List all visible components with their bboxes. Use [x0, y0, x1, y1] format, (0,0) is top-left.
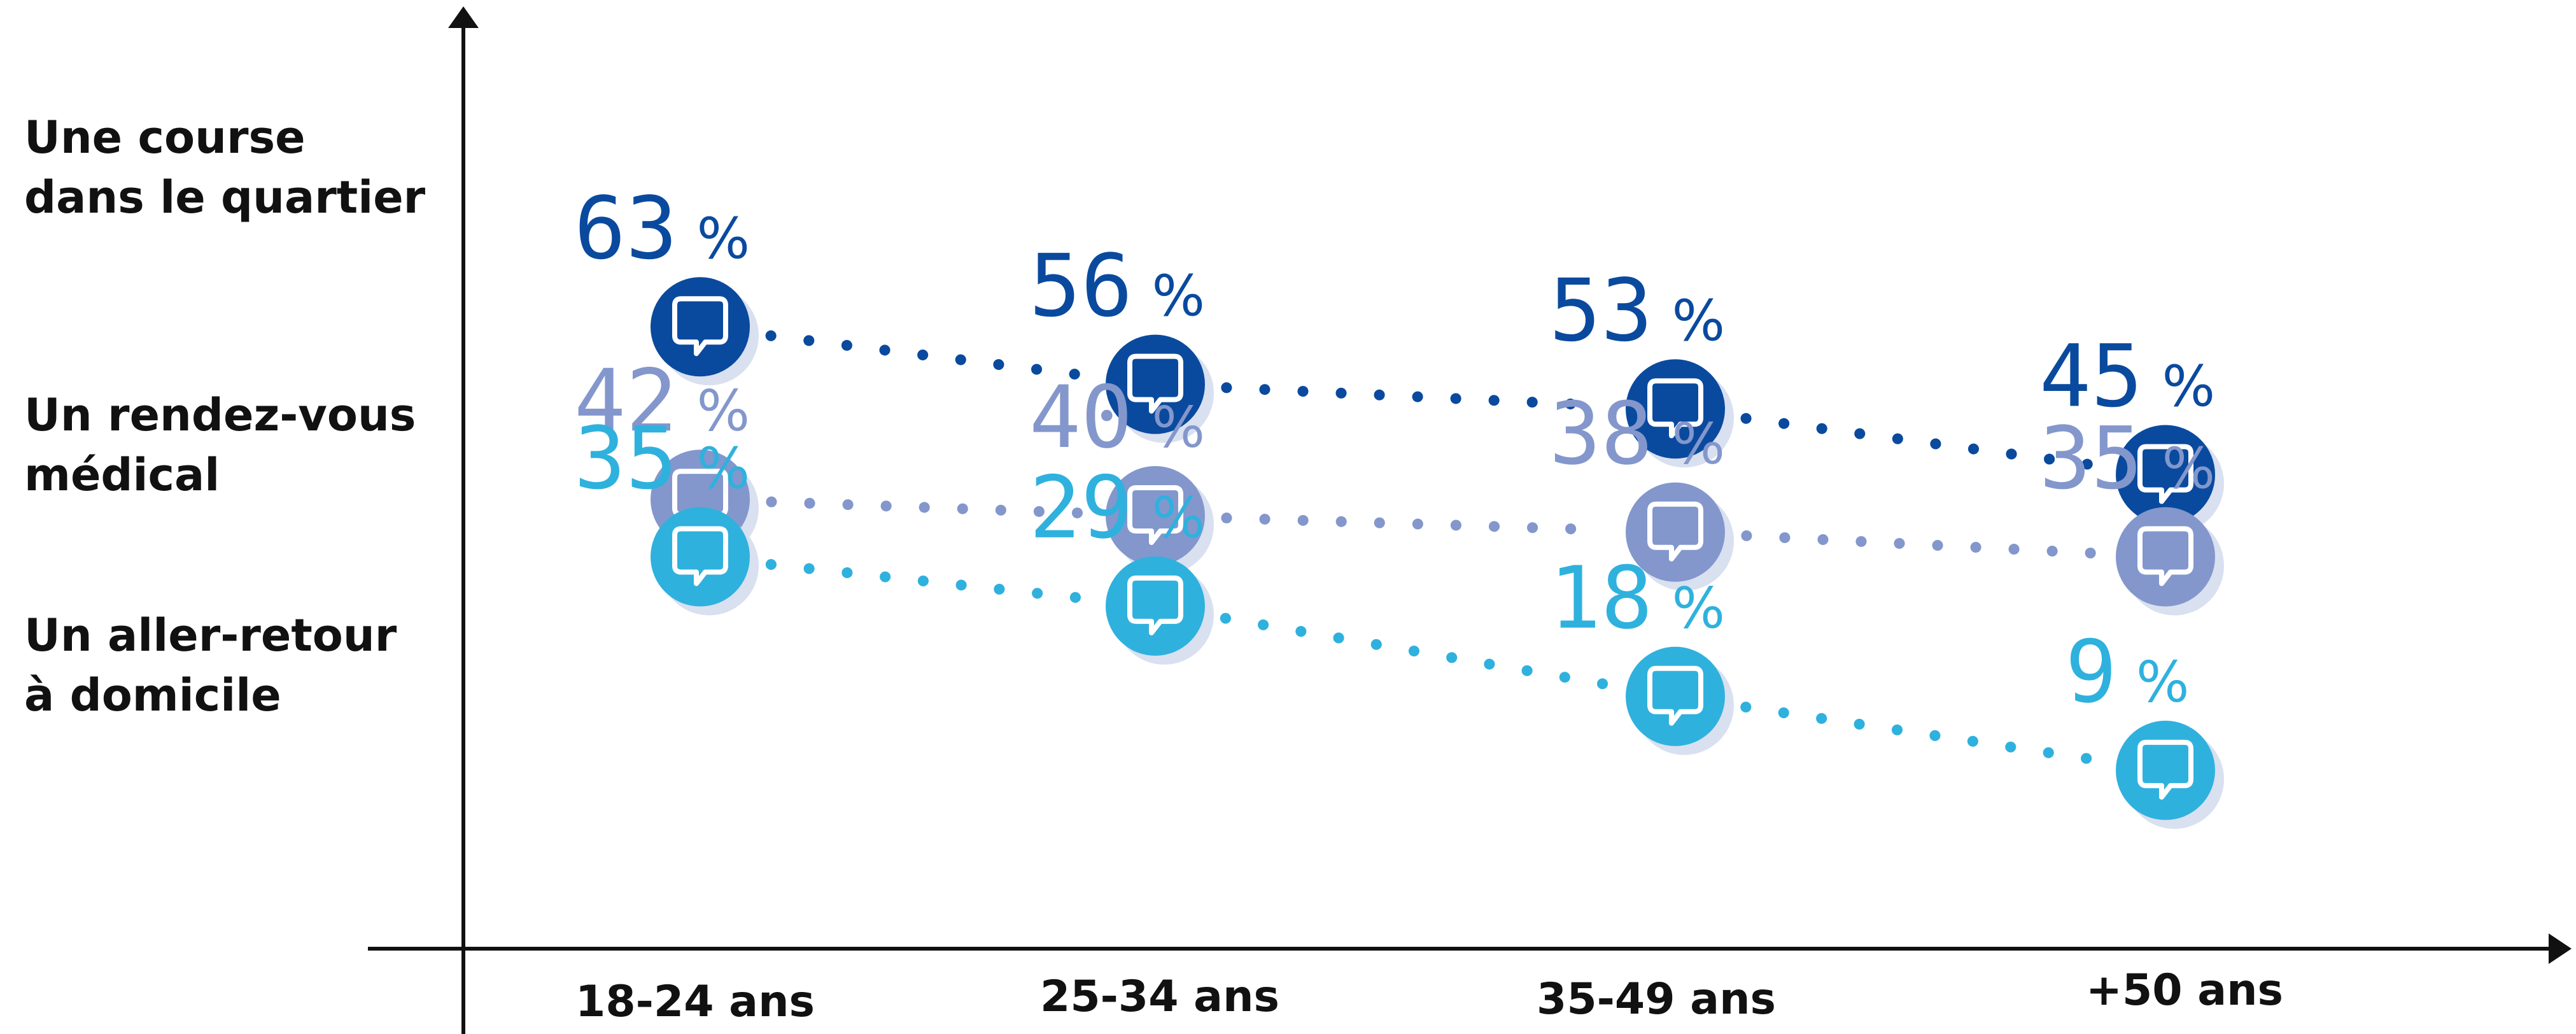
series-line	[1741, 530, 2100, 559]
data-label: 9%	[2066, 622, 2190, 722]
marker-circle	[651, 507, 750, 607]
data-label-value: 9	[2066, 622, 2117, 722]
data-label-value: 29	[1029, 458, 1133, 558]
data-label-value: 18	[1549, 548, 1653, 648]
marker-circle	[2116, 507, 2215, 607]
speech-bubble-icon	[1127, 485, 1183, 545]
data-label: 29%	[1029, 458, 1205, 558]
plot-area: 63% 56% 53 %45 %42% 40% 38% 35 %35% 29 %18 %9%	[574, 178, 2224, 829]
data-label-unit: %	[1672, 288, 1725, 353]
data-label: 35%	[574, 409, 750, 509]
data-label-value: 35	[2039, 409, 2143, 509]
series-line	[765, 330, 1090, 381]
speech-bubble-icon	[1647, 378, 1703, 439]
series-line	[765, 559, 1090, 604]
speech-bubble-icon	[2137, 739, 2193, 800]
series-line	[1221, 382, 1610, 411]
data-point	[2116, 425, 2224, 534]
data-label-unit: %	[2136, 649, 2190, 715]
series-line	[766, 496, 1090, 519]
speech-bubble-icon	[672, 296, 728, 357]
data-label-value: 35	[574, 409, 678, 509]
data-label-unit: %	[696, 206, 750, 271]
data-label: 35%	[2039, 409, 2215, 509]
speech-bubble-icon	[1647, 501, 1703, 562]
data-label-value: 40	[1029, 367, 1133, 467]
x-tick-label: 18-24 ans	[575, 977, 815, 1027]
data-label-value: 45	[2039, 327, 2143, 427]
data-label-unit: %	[2162, 354, 2215, 420]
data-point	[1106, 556, 1214, 665]
series-label-line: dans le quartier	[24, 171, 426, 223]
series-line	[1740, 701, 2101, 765]
data-point	[651, 277, 759, 386]
data-label-unit: %	[1672, 411, 1725, 477]
data-label-unit: %	[1672, 576, 1725, 641]
data-point	[2116, 507, 2224, 616]
series-group: 42% 40% 38% 35%	[574, 351, 2224, 616]
data-label-value: 63	[574, 178, 678, 278]
data-point	[1626, 482, 1734, 591]
series-label-line: Un aller-retour	[24, 609, 397, 662]
data-label: 38%	[1549, 384, 1725, 484]
x-tick-label: 35-49 ans	[1537, 974, 1776, 1024]
speech-bubble-icon	[1127, 575, 1183, 635]
marker-circle	[1106, 556, 1205, 656]
data-label-unit: %	[696, 378, 750, 444]
data-label: 56%	[1029, 236, 1205, 336]
data-label-value: 53	[1549, 260, 1653, 360]
data-label: 40%	[1029, 367, 1205, 467]
speech-bubble-icon	[1647, 665, 1703, 726]
data-label-unit: %	[696, 436, 750, 502]
series-line	[1220, 613, 1611, 690]
series-label-line: à domicile	[24, 669, 281, 721]
series-label-line: médical	[24, 449, 220, 501]
data-label: 63%	[574, 178, 750, 278]
x-axis-arrowhead	[2549, 933, 2572, 964]
data-point	[1626, 646, 1734, 755]
speech-bubble-icon	[2137, 444, 2193, 504]
data-point	[651, 507, 759, 616]
data-label-value: 42	[574, 351, 678, 451]
series-label-line: Une course	[24, 111, 306, 164]
data-point	[2116, 720, 2224, 829]
marker-circle	[2116, 720, 2215, 820]
series-group: 35% 29 %18 %9%	[574, 409, 2224, 829]
data-point	[1626, 359, 1734, 468]
speech-bubble-icon	[2137, 526, 2193, 586]
series-line	[1221, 513, 1610, 535]
x-tick-label: 25-34 ans	[1040, 972, 1279, 1022]
speech-bubble-icon	[1127, 353, 1183, 414]
data-label: 18%	[1549, 548, 1725, 648]
data-label: 45%	[2039, 327, 2215, 427]
speech-bubble-icon	[672, 526, 728, 586]
series-group: 63% 56% 53 %45%	[574, 178, 2224, 534]
marker-circle	[1626, 646, 1725, 746]
data-label: 53%	[1549, 260, 1725, 360]
data-point	[1106, 334, 1214, 443]
data-label-value: 56	[1029, 236, 1133, 336]
data-label: 42%	[574, 351, 750, 451]
data-label-unit: %	[1151, 485, 1205, 551]
y-axis-arrowhead	[448, 6, 479, 28]
data-point	[1106, 466, 1214, 574]
data-label-value: 38	[1549, 384, 1653, 484]
data-label-unit: %	[1151, 264, 1205, 329]
series-label-line: Un rendez-vous	[24, 389, 416, 441]
data-label-unit: %	[2162, 436, 2215, 502]
x-tick-label: +50 ans	[2086, 965, 2283, 1016]
data-label-unit: %	[1151, 395, 1205, 460]
